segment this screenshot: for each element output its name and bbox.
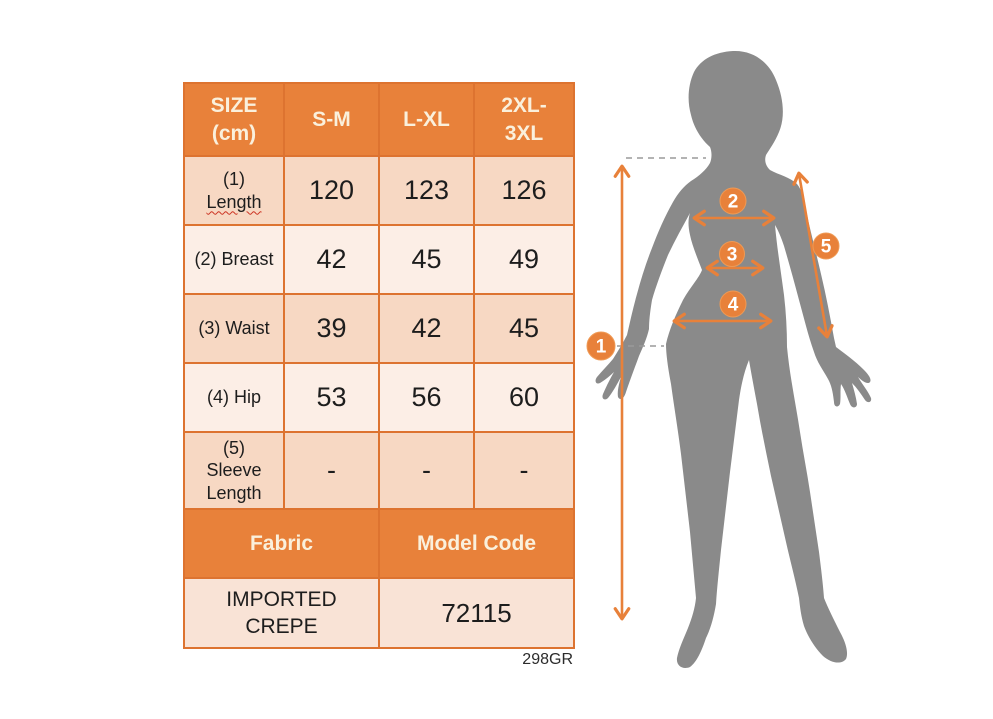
table-row-length: (1) Length 120 123 126 (183, 155, 575, 226)
cell-model-code-value: 72115 (378, 577, 575, 649)
cell-waist-2xl: 45 (473, 293, 575, 364)
row-label-waist: (3) Waist (183, 293, 285, 364)
header-fabric: Fabric (183, 508, 380, 579)
marker-1: 1 (586, 331, 616, 361)
cell-hip-2xl: 60 (473, 362, 575, 433)
female-silhouette (595, 50, 872, 668)
cell-sleeve-sm: - (283, 431, 380, 510)
header-s-m: S-M (283, 82, 380, 157)
cell-length-sm: 120 (283, 155, 380, 226)
table-row-sleeve: (5) Sleeve Length - - - (183, 431, 575, 510)
table-header-row: SIZE (cm) S-M L-XL 2XL-3XL (183, 82, 575, 157)
cell-breast-lxl: 45 (378, 224, 475, 295)
table-row-waist: (3) Waist 39 42 45 (183, 293, 575, 364)
label-line: Sleeve (206, 460, 262, 481)
weight-note: 298GR (522, 651, 573, 668)
header-2xl-3xl: 2XL-3XL (473, 82, 575, 157)
table-row-breast: (2) Breast 42 45 49 (183, 224, 575, 295)
marker-4-label: 4 (728, 295, 739, 316)
marker-5-label: 5 (821, 237, 832, 258)
cell-hip-lxl: 56 (378, 362, 475, 433)
header-model-code: Model Code (378, 508, 575, 579)
label-line: (5) (223, 437, 245, 458)
marker-2: 2 (719, 187, 747, 215)
body-measurement-figure: 1 2 3 4 5 (586, 50, 872, 668)
label-line: Length (206, 482, 262, 503)
row-label-breast: (2) Breast (183, 224, 285, 295)
row-label-sleeve: (5) Sleeve Length (183, 431, 285, 510)
table-row-hip: (4) Hip 53 56 60 (183, 362, 575, 433)
label-line: Length (206, 191, 262, 212)
row-label-length: (1) Length (183, 155, 285, 226)
row-label-hip: (4) Hip (183, 362, 285, 433)
label-line: (2) Breast (194, 249, 274, 270)
cell-length-2xl: 126 (473, 155, 575, 226)
marker-3: 3 (719, 241, 745, 267)
marker-1-label: 1 (596, 337, 607, 358)
marker-3-label: 3 (727, 245, 738, 266)
cell-sleeve-lxl: - (378, 431, 475, 510)
cell-waist-sm: 39 (283, 293, 380, 364)
cell-breast-sm: 42 (283, 224, 380, 295)
cell-fabric-value: IMPORTED CREPE (183, 577, 380, 649)
table-footer-value-row: IMPORTED CREPE 72115 (183, 577, 575, 649)
cell-breast-2xl: 49 (473, 224, 575, 295)
marker-5: 5 (812, 232, 840, 260)
marker-2-label: 2 (728, 192, 739, 213)
header-size-cm: SIZE (cm) (183, 82, 285, 157)
size-chart-table: SIZE (cm) S-M L-XL 2XL-3XL (1) Length 12… (183, 82, 575, 649)
cell-hip-sm: 53 (283, 362, 380, 433)
label-line: (1) (223, 169, 245, 189)
cell-sleeve-2xl: - (473, 431, 575, 510)
label-line: (4) Hip (206, 387, 261, 408)
sleeve-arrow (792, 171, 834, 339)
header-l-xl: L-XL (378, 82, 475, 157)
label-line: (3) Waist (198, 318, 270, 339)
marker-4: 4 (719, 290, 747, 318)
cell-waist-lxl: 42 (378, 293, 475, 364)
cell-length-lxl: 123 (378, 155, 475, 226)
table-footer-header-row: Fabric Model Code (183, 508, 575, 579)
